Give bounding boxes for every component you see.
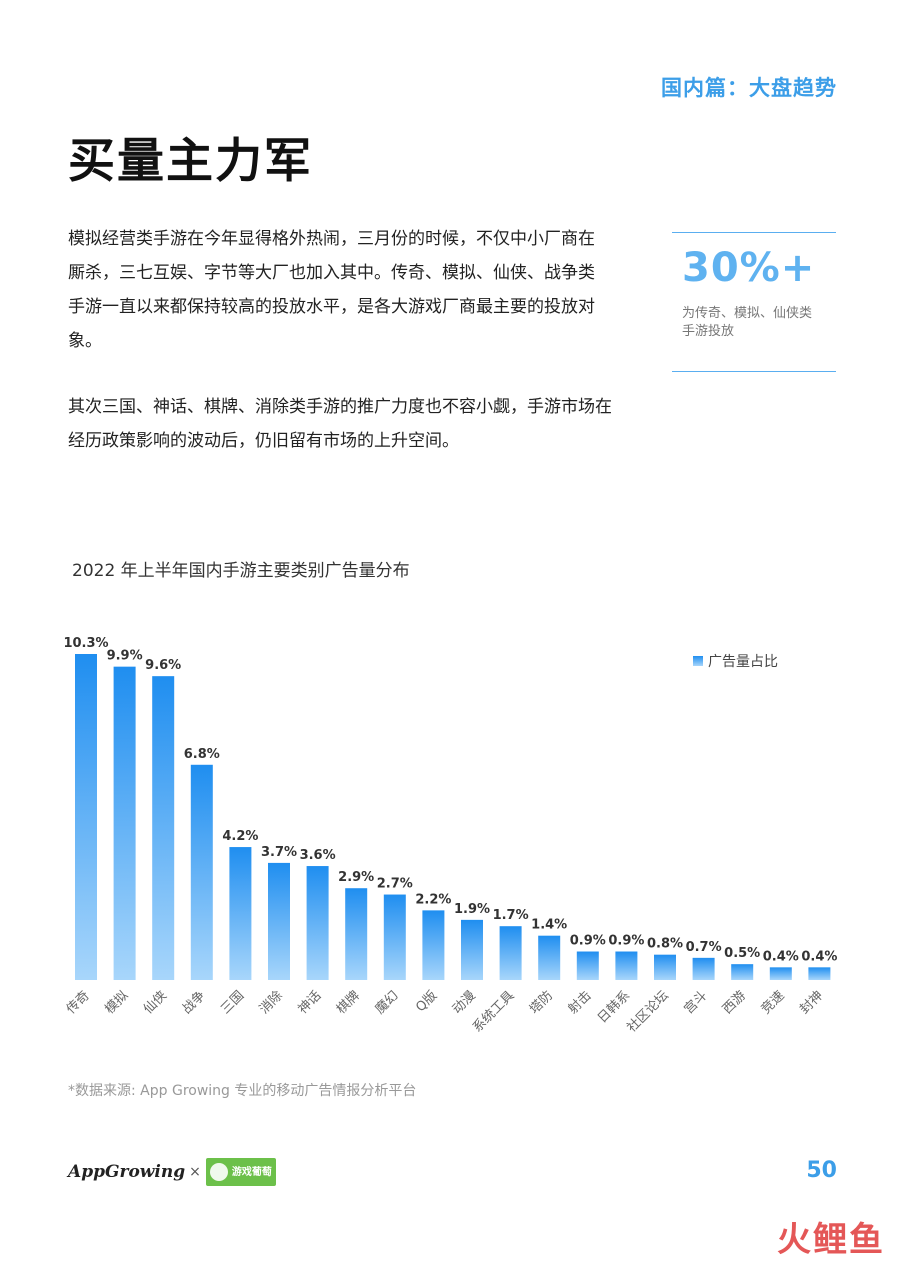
stat-value: 30%+ [682,245,816,291]
bar-传奇 [75,654,97,980]
bar-系统工具 [499,926,522,980]
bar-消除 [268,862,290,980]
legend-swatch [693,656,703,666]
value-label: 0.4% [801,949,837,964]
category-label: 竞速 [758,988,788,1018]
category-label: 三国 [218,988,247,1017]
stat-callout: 30%+ 为传奇、模拟、仙侠类手游投放 [672,232,836,372]
bar-宫斗 [692,957,715,980]
value-label: 0.5% [724,946,760,961]
bar-仙侠 [152,676,175,980]
value-label: 4.2% [222,829,258,844]
value-label: 0.7% [686,940,722,955]
value-label: 1.9% [454,902,490,917]
category-label: 神话 [295,988,324,1017]
value-label: 1.4% [531,918,567,933]
grape-icon [209,1163,228,1181]
footer-logos: AppGrowing × 游戏葡萄 [68,1155,276,1189]
value-label: 3.6% [300,848,336,863]
bar-日韩系 [615,951,638,980]
category-label: 棋牌 [333,988,363,1018]
category-label: 系统工具 [470,988,517,1035]
watermark-logo: 火鲤鱼 [777,1220,885,1260]
bar-西游 [731,964,754,980]
bar-Q版 [422,910,445,980]
value-label: 0.4% [763,949,799,964]
intro-paragraph: 模拟经营类手游在今年显得格外热闹，三月份的时候，不仅中小厂商在厮杀，三七互娱、字… [68,229,595,351]
category-label: 仙侠 [141,988,170,1017]
category-label: 模拟 [102,988,131,1017]
partner-logo-text: 游戏葡萄 [231,1166,272,1178]
value-label: 2.9% [338,870,374,885]
category-label: 战争 [180,988,209,1017]
value-label: 3.7% [261,845,297,860]
value-label: 0.9% [570,934,606,949]
category-label: 西游 [720,988,749,1017]
category-label: 消除 [257,988,286,1017]
stat-description: 为传奇、模拟、仙侠类手游投放 [682,306,813,339]
category-label: 封神 [797,988,826,1017]
bar-竞速 [769,967,792,980]
category-label: 社区论坛 [624,988,672,1036]
section-tag: 国内篇：大盘趋势 [661,76,837,100]
bar-战争 [190,764,213,980]
bar-三国 [229,847,252,980]
value-label: 2.2% [415,892,451,907]
value-label: 1.7% [493,908,529,923]
page-title: 买量主力军 [68,134,313,189]
partner-logo: 游戏葡萄 [205,1158,276,1186]
category-label: 动漫 [450,988,479,1017]
bar-魔幻 [383,894,406,980]
bar-棋牌 [345,888,368,980]
value-label: 9.6% [145,658,181,673]
secondary-paragraph: 其次三国、神话、棋牌、消除类手游的推广力度也不容小觑，手游市场在经历政策影响的波… [68,397,612,451]
ad-volume-chart: 2022 年上半年国内手游主要类别广告量分布 广告量占比 10.3% 传奇 9.9%… [0,548,907,1048]
category-label: 宫斗 [681,988,710,1017]
value-label: 2.7% [377,877,413,892]
value-label: 0.8% [647,937,683,952]
bar-塔防 [538,935,561,980]
category-label: 传奇 [63,988,93,1018]
logo-separator: × [189,1164,201,1180]
bar-chart-svg: 2022 年上半年国内手游主要类别广告量分布 广告量占比 10.3% 传奇 9.9%… [63,561,837,1036]
legend-label: 广告量占比 [708,654,778,670]
value-label: 10.3% [63,636,108,651]
value-label: 0.9% [608,934,644,949]
value-label: 6.8% [184,747,220,762]
appgrowing-logo: AppGrowing [68,1162,186,1182]
source-note: *数据来源: App Growing 专业的移动广告情报分析平台 [68,1083,417,1099]
page-number: 50 [806,1158,837,1183]
category-label: 射击 [565,988,595,1018]
bar-射击 [576,951,599,980]
bar-模拟 [113,666,136,980]
category-label: Q版 [413,988,440,1015]
bar-封神 [808,967,831,980]
category-label: 塔防 [526,988,556,1018]
category-label: 魔幻 [373,988,402,1017]
chart-title: 2022 年上半年国内手游主要类别广告量分布 [72,561,410,581]
bar-动漫 [461,919,483,980]
value-label: 9.9% [107,649,143,664]
bar-神话 [306,866,329,980]
bar-社区论坛 [654,954,676,980]
